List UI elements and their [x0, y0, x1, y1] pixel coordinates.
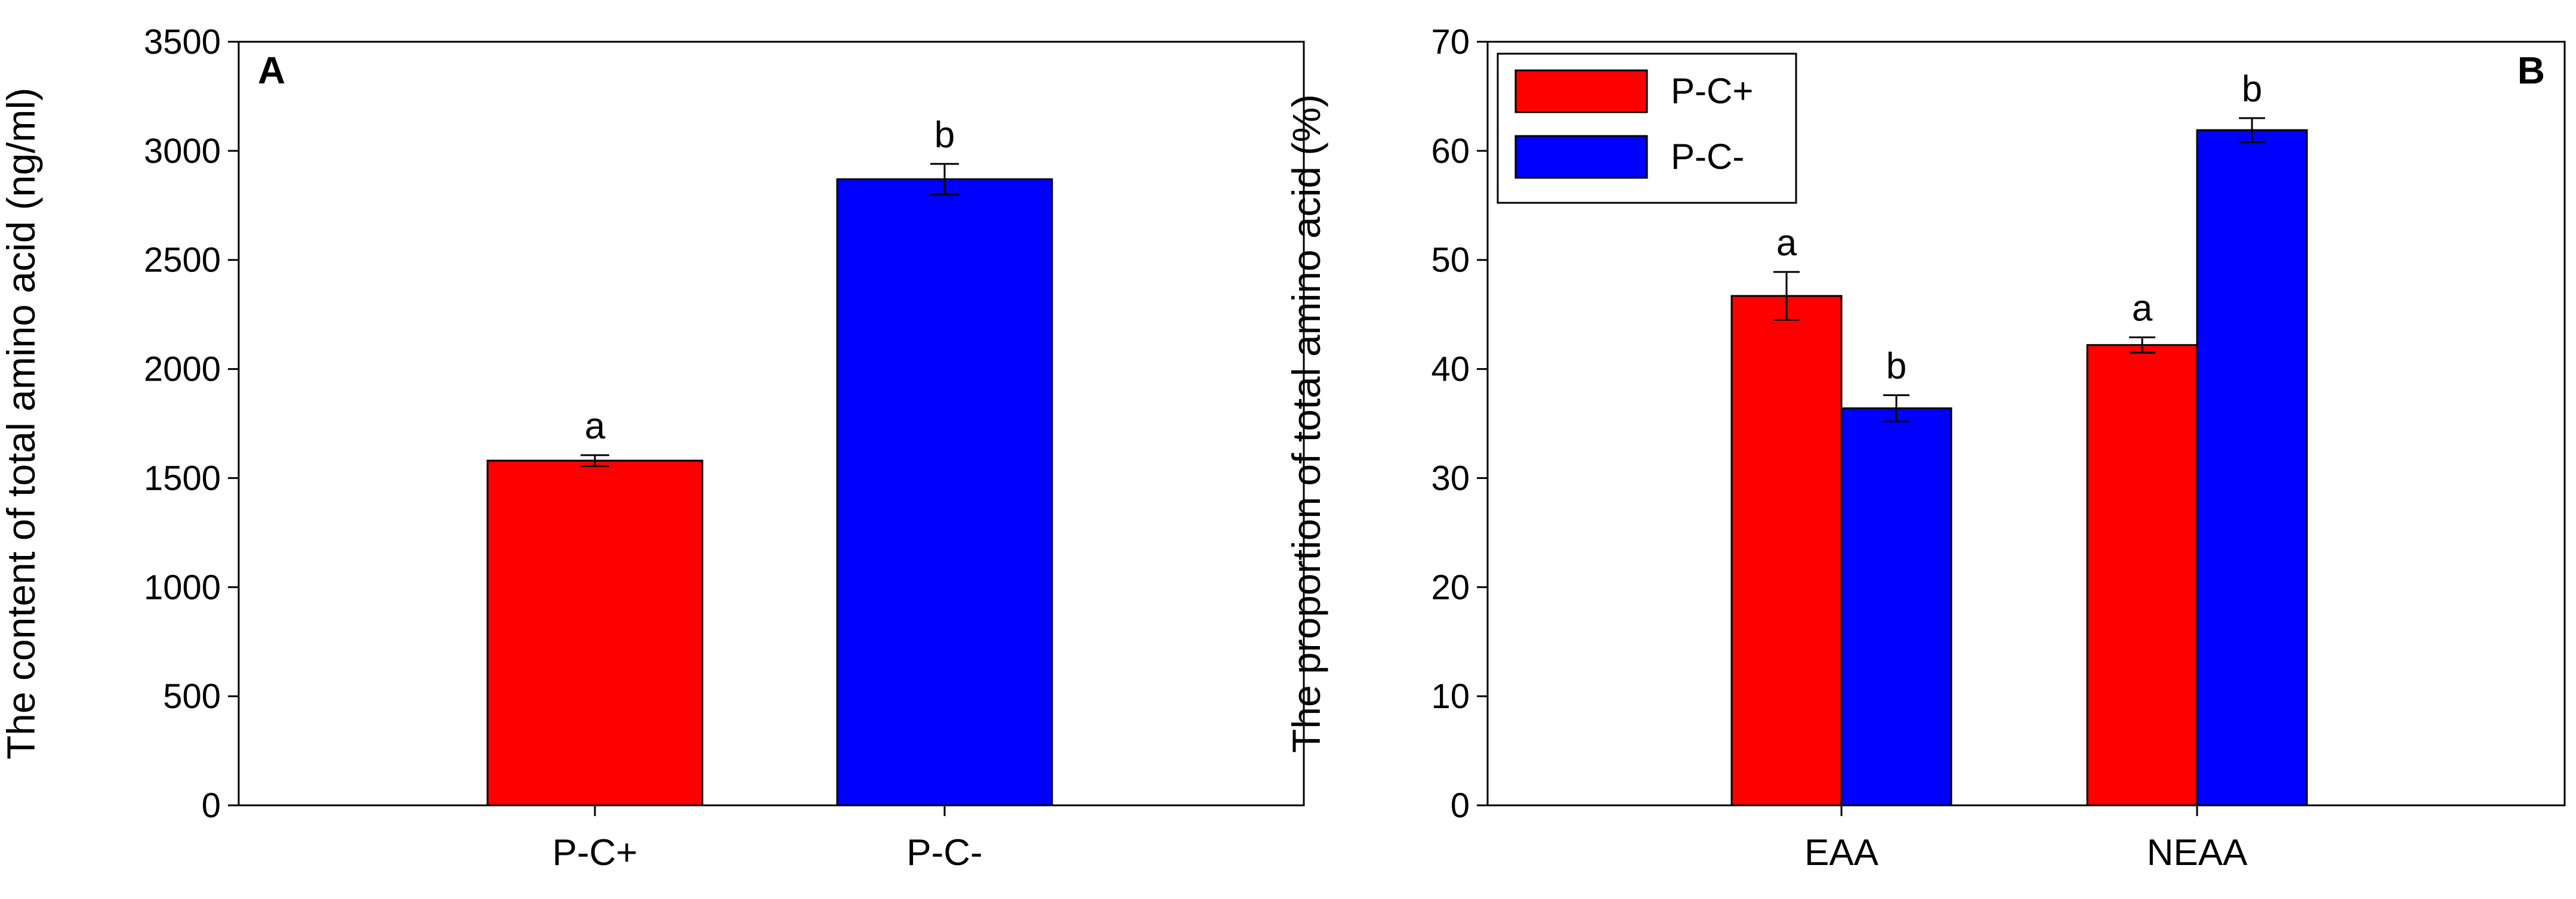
y-tick-label: 70 [1431, 23, 1470, 61]
y-tick-label: 30 [1431, 459, 1470, 498]
x-category-label: P-C- [906, 832, 982, 873]
plot-frame [237, 41, 1305, 807]
y-tick-label: 0 [1451, 786, 1470, 825]
legend-swatch-P-C+ [1514, 69, 1648, 113]
y-tick-label: 2500 [144, 241, 221, 280]
panel-letter: B [2518, 49, 2545, 92]
y-tick-label: 1500 [144, 459, 221, 498]
x-category-label: P-C+ [553, 832, 638, 873]
significance-label: a [1776, 223, 1797, 264]
panel-letter: A [258, 49, 285, 92]
bar-P-C+ [486, 459, 704, 807]
legend-swatch-P-C- [1514, 135, 1648, 179]
bar-EAA-P-C- [1840, 407, 1952, 807]
significance-label: a [585, 406, 606, 447]
y-tick-label: 1000 [144, 568, 221, 607]
y-axis-title: The content of total amino acid (ng/ml) [0, 88, 43, 759]
bar-P-C- [836, 178, 1053, 807]
panel-a-bar-chart: 0 500 1000 1500 2000 2500 3000 3500 The content … [0, 23, 1305, 873]
y-axis-title: The proportion of total amino acid (%) [1284, 94, 1328, 753]
y-tick-label: 20 [1431, 568, 1470, 607]
y-tick-label: 40 [1431, 350, 1470, 389]
x-category-label: NEAA [2147, 832, 2248, 873]
legend-label: P-C+ [1671, 71, 1753, 111]
y-tick-label: 0 [202, 786, 221, 825]
legend: P-C+ P-C- [1497, 52, 1797, 204]
significance-label: b [1886, 345, 1906, 387]
y-tick-label: 2000 [144, 350, 221, 389]
bar-NEAA-P-C+ [2086, 344, 2198, 807]
y-tick-label: 3000 [144, 132, 221, 171]
y-tick-label: 500 [163, 677, 221, 716]
x-category-label: EAA [1804, 832, 1879, 873]
significance-label: b [934, 115, 955, 156]
significance-label: a [2132, 288, 2153, 329]
y-tick-label: 50 [1431, 241, 1470, 280]
bar-EAA-P-C+ [1730, 295, 1843, 807]
significance-label: b [2242, 69, 2262, 110]
y-tick-label: 10 [1431, 677, 1470, 716]
panel-b-grouped-bar-chart: 0 10 20 30 40 50 60 70 The proportion of total a… [1284, 23, 2566, 873]
bar-NEAA-P-C- [2196, 129, 2308, 807]
legend-label: P-C- [1671, 137, 1744, 177]
y-tick-label: 3500 [144, 23, 221, 61]
y-tick-label: 60 [1431, 132, 1470, 171]
plot-frame [1486, 41, 2566, 807]
